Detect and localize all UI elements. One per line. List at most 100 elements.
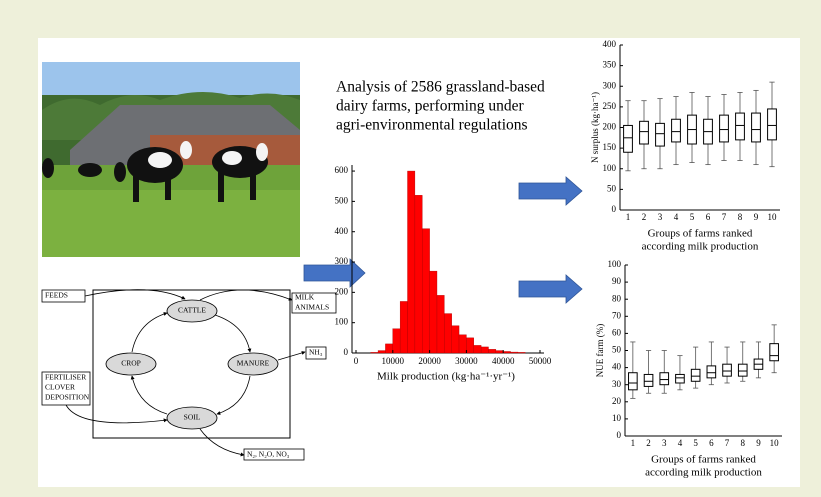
- flow-arrow: [518, 176, 583, 206]
- bar: [458, 334, 467, 354]
- y-tick-label: 200: [335, 286, 349, 296]
- y-tick-label: 60: [612, 327, 622, 337]
- bar: [392, 328, 401, 354]
- y-tick-label: 250: [603, 101, 617, 111]
- box: [737, 363, 748, 377]
- bar: [414, 195, 423, 354]
- bar: [429, 270, 438, 354]
- y-tick-label: 50: [612, 345, 622, 355]
- x-tick-label: 40000: [492, 356, 515, 366]
- box: [628, 372, 638, 391]
- x-tick-label: 3: [658, 212, 663, 222]
- external-label: N₂, N₂O, NO₃: [247, 450, 290, 459]
- y-tick-label: 100: [608, 259, 622, 269]
- external-label: CLOVER: [45, 383, 75, 392]
- x-tick-label: 50000: [529, 356, 552, 366]
- box: [671, 118, 681, 143]
- y-tick-label: 90: [612, 276, 622, 286]
- x-tick-label: 1: [631, 438, 636, 448]
- bar: [370, 352, 379, 354]
- x-tick-label: 3: [662, 438, 667, 448]
- x-tick-label: 9: [754, 212, 759, 222]
- x-tick-label: 6: [706, 212, 711, 222]
- x-tick-label: 10000: [382, 356, 405, 366]
- box: [643, 373, 654, 387]
- bar: [480, 346, 489, 354]
- x-tick-label: 4: [678, 438, 683, 448]
- bar: [495, 350, 504, 354]
- flow-arrow: [518, 274, 583, 304]
- photo: [42, 62, 300, 257]
- node-label: SOIL: [184, 413, 201, 422]
- x-axis-label: according milk production: [642, 241, 759, 253]
- y-tick-label: 200: [603, 122, 617, 132]
- y-tick-label: 500: [335, 195, 349, 205]
- bar: [517, 352, 526, 354]
- flow-arrow: [303, 258, 366, 288]
- y-tick-label: 10: [612, 413, 622, 423]
- box: [722, 363, 732, 377]
- y-axis-label: NUE farm (%): [595, 324, 605, 377]
- bar: [385, 343, 394, 354]
- y-tick-label: 40: [612, 362, 622, 372]
- x-tick-label: 30000: [455, 356, 478, 366]
- x-tick-label: 0: [354, 356, 359, 366]
- y-tick-label: 400: [335, 226, 349, 236]
- nutrient-diagram: CATTLE MANURE SOIL CROP FEEDS MILK ANIMA…: [41, 289, 337, 461]
- y-tick-label: 70: [612, 310, 622, 320]
- y-tick-label: 50: [607, 183, 617, 193]
- x-tick-label: 8: [738, 212, 743, 222]
- node-label: CROP: [121, 359, 141, 368]
- heading-line: agri-environmental regulations: [336, 117, 528, 134]
- box: [769, 343, 779, 362]
- x-axis-label: according milk production: [645, 467, 762, 479]
- box: [767, 108, 777, 141]
- x-tick-label: 7: [725, 438, 730, 448]
- x-axis-label: Milk production (kg·ha⁻¹·yr⁻¹): [377, 371, 515, 383]
- x-tick-label: 8: [741, 438, 746, 448]
- box: [639, 120, 649, 145]
- node-label: CATTLE: [178, 306, 206, 315]
- x-axis-label: Groups of farms ranked: [648, 228, 753, 240]
- node-label: MANURE: [237, 359, 270, 368]
- y-tick-label: 0: [617, 430, 622, 440]
- external-label: ANIMALS: [295, 303, 329, 312]
- bar: [466, 337, 474, 354]
- y-tick-label: 300: [603, 80, 617, 90]
- bar: [436, 295, 445, 354]
- x-tick-label: 1: [626, 212, 631, 222]
- x-tick-label: 2: [642, 212, 647, 222]
- box: [706, 365, 717, 379]
- heading-line: dairy farms, performing under: [336, 98, 524, 115]
- y-tick-label: 100: [603, 163, 617, 173]
- x-tick-label: 2: [646, 438, 651, 448]
- bar: [377, 350, 386, 354]
- bar: [510, 351, 519, 354]
- x-tick-label: 6: [709, 438, 714, 448]
- x-tick-label: 5: [693, 438, 698, 448]
- external-label: MILK: [295, 293, 315, 302]
- y-tick-label: 0: [612, 204, 617, 214]
- x-axis-label: Groups of farms ranked: [651, 454, 756, 466]
- box: [690, 368, 701, 382]
- y-tick-label: 300: [335, 256, 349, 266]
- external-label: FERTILISER: [45, 373, 86, 382]
- box: [675, 373, 685, 384]
- y-tick-label: 350: [603, 60, 617, 70]
- x-tick-label: 4: [674, 212, 679, 222]
- x-tick-label: 10: [770, 438, 780, 448]
- y-tick-label: 600: [335, 165, 349, 175]
- y-tick-label: 400: [603, 39, 617, 49]
- bar: [444, 313, 452, 354]
- bar: [473, 345, 482, 354]
- bar: [422, 228, 430, 354]
- x-tick-label: 10: [768, 212, 778, 222]
- y-tick-label: 30: [612, 379, 622, 389]
- box: [719, 114, 729, 143]
- bar: [407, 170, 416, 354]
- y-tick-label: 0: [344, 347, 349, 357]
- y-tick-label: 100: [335, 317, 349, 327]
